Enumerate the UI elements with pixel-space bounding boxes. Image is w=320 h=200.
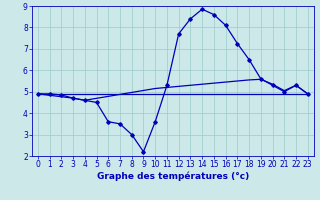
X-axis label: Graphe des températures (°c): Graphe des températures (°c) [97, 172, 249, 181]
